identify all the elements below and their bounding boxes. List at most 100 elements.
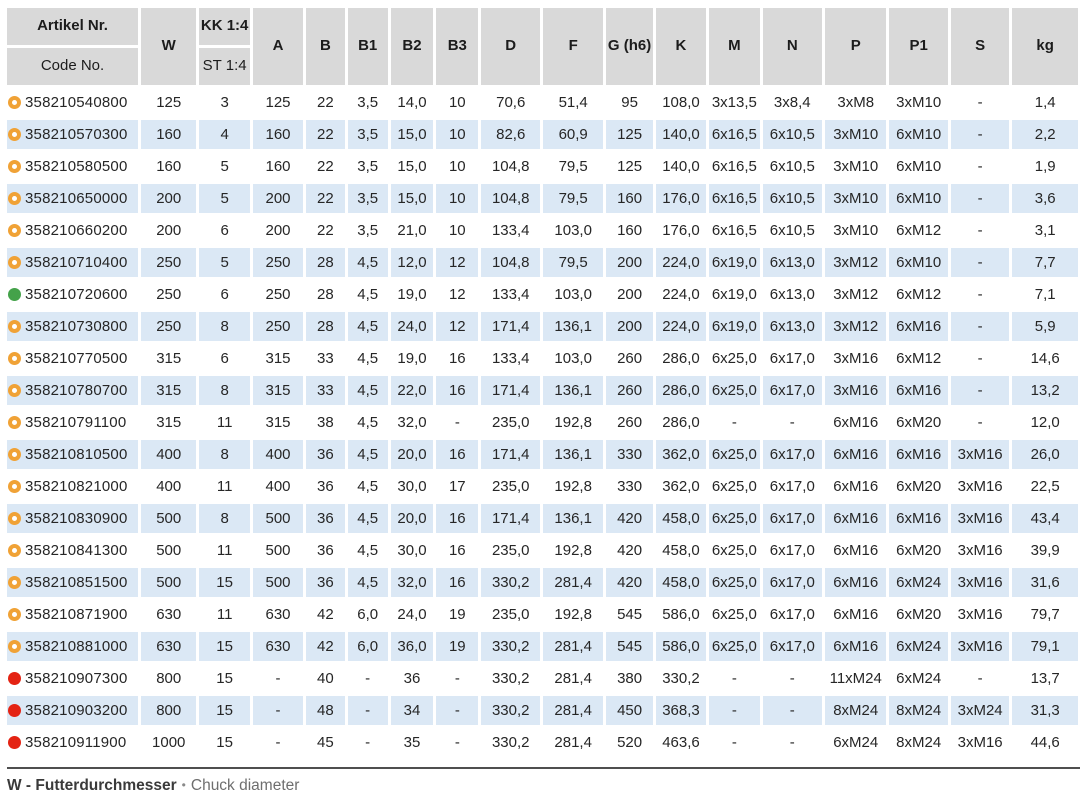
value-cell: 140,0 bbox=[655, 120, 707, 149]
value-cell: 8 bbox=[199, 440, 250, 469]
value-cell: 22,0 bbox=[390, 376, 434, 405]
value-cell: 30,0 bbox=[390, 472, 434, 501]
value-cell: 3xM16 bbox=[950, 728, 1010, 757]
value-cell: 1,4 bbox=[1012, 88, 1078, 117]
value-cell: 6x25,0 bbox=[709, 568, 760, 597]
value-cell: - bbox=[436, 696, 479, 725]
value-cell: 3,5 bbox=[347, 184, 388, 213]
value-cell: 6x10,5 bbox=[762, 216, 822, 245]
value-cell: 12,0 bbox=[1012, 408, 1078, 437]
header-b: B bbox=[306, 8, 345, 85]
value-cell: 6x25,0 bbox=[709, 536, 760, 565]
orange-ring-icon bbox=[8, 416, 21, 429]
value-cell: - bbox=[950, 312, 1010, 341]
value-cell: 450 bbox=[606, 696, 653, 725]
artikel-number: 358210791100 bbox=[25, 414, 127, 431]
value-cell: - bbox=[950, 120, 1010, 149]
artikel-number: 358210730800 bbox=[25, 318, 128, 335]
value-cell: 400 bbox=[252, 472, 304, 501]
value-cell: 330 bbox=[606, 472, 653, 501]
footnote-term: W - Futterdurchmesser bbox=[7, 777, 177, 794]
red-dot-icon bbox=[8, 736, 21, 749]
value-cell: 160 bbox=[141, 120, 197, 149]
table-row: 358210911900 1000 15-45-35-330,2 281,4 520 46… bbox=[7, 728, 1078, 757]
table-body: 358210540800 125 3 125 22 3,5 14,0 10 70,6 51,4 95… bbox=[7, 88, 1078, 757]
value-cell: 125 bbox=[606, 120, 653, 149]
value-cell: 11 bbox=[199, 536, 250, 565]
value-cell: 28 bbox=[306, 312, 345, 341]
orange-ring-icon bbox=[8, 544, 21, 557]
value-cell: 36 bbox=[306, 568, 345, 597]
header-st: ST 1:4 bbox=[199, 48, 250, 85]
artikel-cell: 358210540800 bbox=[7, 88, 139, 117]
value-cell: 500 bbox=[252, 504, 304, 533]
value-cell: 200 bbox=[252, 184, 304, 213]
value-cell: 3,1 bbox=[1012, 216, 1078, 245]
value-cell: 3xM16 bbox=[825, 376, 887, 405]
value-cell: 315 bbox=[252, 408, 304, 437]
artikel-cell: 358210660200 bbox=[7, 216, 139, 245]
value-cell: 48 bbox=[306, 696, 345, 725]
value-cell: 200 bbox=[606, 248, 653, 277]
value-cell: 6x17,0 bbox=[762, 568, 822, 597]
value-cell: 250 bbox=[252, 312, 304, 341]
value-cell: 286,0 bbox=[655, 376, 707, 405]
value-cell: 6xM20 bbox=[889, 536, 948, 565]
value-cell: 20,0 bbox=[390, 504, 434, 533]
value-cell: 6x25,0 bbox=[709, 632, 760, 661]
value-cell: 36 bbox=[306, 472, 345, 501]
value-cell: 192,8 bbox=[542, 472, 604, 501]
table-header: Artikel Nr. W KK 1:4 A B B1 B2 B3 D F G … bbox=[7, 8, 1078, 85]
table-row: 358210770500 315 6 315 33 4,5 19,0 16 133,4 103,0… bbox=[7, 344, 1078, 373]
value-cell: 3xM10 bbox=[825, 120, 887, 149]
value-cell: 22 bbox=[306, 216, 345, 245]
value-cell: 6x25,0 bbox=[709, 504, 760, 533]
value-cell: 192,8 bbox=[542, 536, 604, 565]
value-cell: 30,0 bbox=[390, 536, 434, 565]
value-cell: 34 bbox=[390, 696, 434, 725]
value-cell: - bbox=[347, 728, 388, 757]
value-cell: 26,0 bbox=[1012, 440, 1078, 469]
value-cell: - bbox=[709, 696, 760, 725]
value-cell: 176,0 bbox=[655, 216, 707, 245]
value-cell: - bbox=[950, 88, 1010, 117]
value-cell: 22 bbox=[306, 120, 345, 149]
artikel-number: 358210871900 bbox=[25, 606, 128, 623]
value-cell: 6x16,5 bbox=[709, 184, 760, 213]
value-cell: 6,0 bbox=[347, 632, 388, 661]
value-cell: 250 bbox=[252, 248, 304, 277]
value-cell: 224,0 bbox=[655, 248, 707, 277]
table-row: 358210730800 250 8 250 28 4,5 24,0 12 171,4 136,1… bbox=[7, 312, 1078, 341]
value-cell: 6xM24 bbox=[825, 728, 887, 757]
value-cell: 315 bbox=[141, 408, 197, 437]
header-g-h6: G (h6) bbox=[606, 8, 653, 85]
value-cell: 3xM10 bbox=[825, 216, 887, 245]
value-cell: 8 bbox=[199, 376, 250, 405]
red-dot-icon bbox=[8, 672, 21, 685]
value-cell: 6x25,0 bbox=[709, 376, 760, 405]
orange-ring-icon bbox=[8, 192, 21, 205]
value-cell: 200 bbox=[606, 312, 653, 341]
value-cell: 286,0 bbox=[655, 344, 707, 373]
value-cell: 330,2 bbox=[481, 728, 540, 757]
value-cell: 6x13,0 bbox=[762, 280, 822, 309]
value-cell: 16 bbox=[436, 504, 479, 533]
artikel-cell: 358210903200 bbox=[7, 696, 139, 725]
value-cell: 200 bbox=[606, 280, 653, 309]
value-cell: 235,0 bbox=[481, 600, 540, 629]
value-cell: 10 bbox=[436, 216, 479, 245]
value-cell: 6x16,5 bbox=[709, 152, 760, 181]
value-cell: 6xM16 bbox=[825, 600, 887, 629]
value-cell: 6x17,0 bbox=[762, 504, 822, 533]
value-cell: 15 bbox=[199, 664, 250, 693]
value-cell: 10 bbox=[436, 184, 479, 213]
value-cell: - bbox=[762, 408, 822, 437]
value-cell: 3xM10 bbox=[889, 88, 948, 117]
artikel-cell: 358210911900 bbox=[7, 728, 139, 757]
header-p1: P1 bbox=[889, 8, 948, 85]
artikel-number: 358210540800 bbox=[25, 94, 128, 111]
value-cell: 6xM16 bbox=[825, 504, 887, 533]
value-cell: 500 bbox=[141, 568, 197, 597]
value-cell: 6x10,5 bbox=[762, 152, 822, 181]
value-cell: 6x25,0 bbox=[709, 440, 760, 469]
